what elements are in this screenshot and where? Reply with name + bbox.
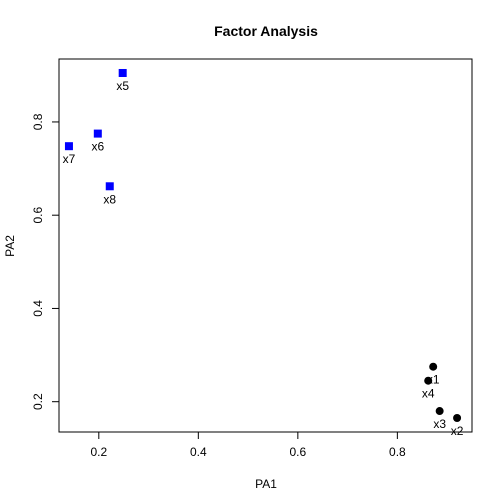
point-label-x1: x1 (427, 373, 440, 387)
y-axis: 0.2 0.4 0.6 0.8 (31, 113, 60, 410)
x-tick-label: 0.2 (90, 445, 107, 459)
point-label-x7: x7 (63, 152, 76, 166)
point-label-x3: x3 (433, 417, 446, 431)
point-x8 (105, 182, 114, 191)
point-x1 (429, 362, 438, 371)
point-x4 (424, 376, 433, 385)
point-x2 (453, 414, 462, 423)
y-tick-label: 0.8 (31, 113, 45, 130)
point-x6 (93, 129, 102, 138)
y-tick-label: 0.4 (31, 300, 45, 317)
point-label-x5: x5 (116, 79, 129, 93)
point-labels: x1 x2 x3 x4 x5 x6 x7 x8 (63, 79, 464, 438)
y-tick-label: 0.2 (31, 393, 45, 410)
x-axis-label: PA1 (255, 477, 277, 491)
data-points (64, 68, 462, 423)
x-tick-label: 0.6 (289, 445, 306, 459)
x-tick-label: 0.4 (190, 445, 207, 459)
point-label-x2: x2 (451, 424, 464, 438)
point-x7 (64, 142, 73, 151)
x-tick-label: 0.8 (389, 445, 406, 459)
y-tick-label: 0.6 (31, 207, 45, 224)
chart-title: Factor Analysis (214, 23, 318, 39)
point-x3 (435, 407, 444, 416)
point-label-x6: x6 (91, 140, 104, 154)
point-x5 (118, 68, 127, 77)
plot-frame (58, 58, 473, 433)
point-label-x4: x4 (422, 387, 435, 401)
point-label-x8: x8 (103, 192, 116, 206)
y-axis-label: PA2 (3, 235, 17, 257)
x-axis: 0.2 0.4 0.6 0.8 (90, 431, 406, 459)
